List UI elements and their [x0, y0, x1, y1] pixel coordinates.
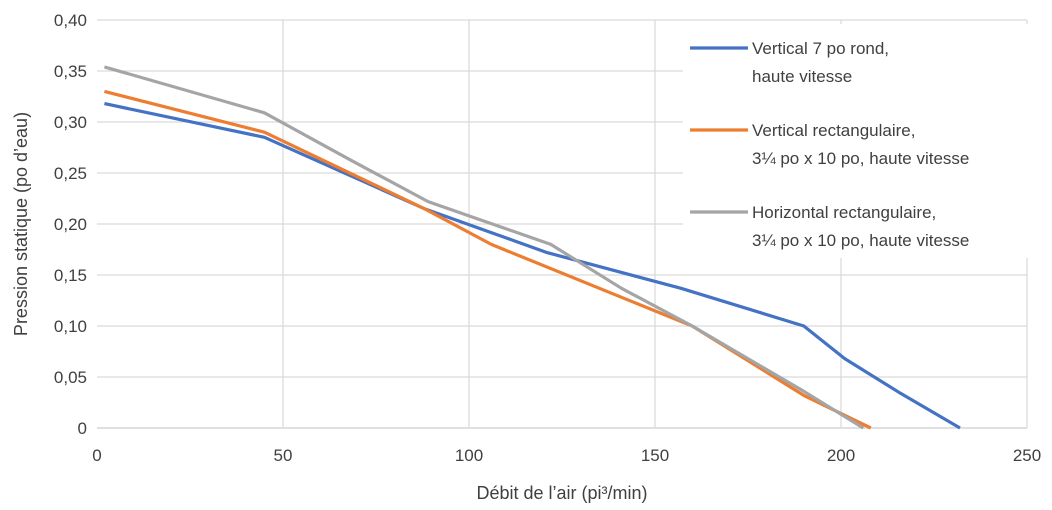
x-tick-label: 100 — [455, 446, 483, 465]
y-tick-label: 0,35 — [54, 62, 87, 81]
legend-label: haute vitesse — [752, 67, 852, 86]
legend-background — [683, 24, 1031, 258]
x-tick-label: 150 — [641, 446, 669, 465]
plot-lines — [103, 65, 961, 430]
x-tick-label: 200 — [827, 446, 855, 465]
legend-entry-1: Vertical 7 po rond, haute vitesse — [690, 39, 889, 86]
y-tick-label: 0 — [78, 419, 87, 438]
x-tick-label: 50 — [274, 446, 293, 465]
legend-label: Horizontal rectangulaire, — [752, 203, 936, 222]
legend: Vertical 7 po rond,haute vitesseVertical… — [683, 24, 1031, 258]
series-line-2 — [104, 89, 872, 430]
legend-entry-3: Horizontal rectangulaire, 3¼ po x 10 po, … — [690, 203, 969, 250]
series-line-3 — [103, 65, 865, 430]
y-axis-title: Pression statique (po d’eau) — [11, 112, 31, 336]
y-tick-label: 0,05 — [54, 368, 87, 387]
x-tick-label: 0 — [92, 446, 101, 465]
y-tick-label: 0,40 — [54, 11, 87, 30]
series-line-1 — [104, 102, 961, 430]
y-tick-label: 0,15 — [54, 266, 87, 285]
legend-label: Vertical 7 po rond, — [752, 39, 889, 58]
y-tick-label: 0,30 — [54, 113, 87, 132]
legend-label: Vertical rectangulaire, — [752, 121, 915, 140]
legend-entry-2: Vertical rectangulaire, 3¼ po x 10 po, ha… — [690, 121, 969, 168]
legend-label: 3¼ po x 10 po, haute vitesse — [752, 149, 969, 168]
y-tick-label: 0,10 — [54, 317, 87, 336]
y-axis-tick-labels: 0 0,05 0,10 0,15 0,20 0,25 0,30 0,35 0,40 — [54, 11, 87, 438]
x-axis-title: Débit de l’air (pi³/min) — [476, 483, 647, 503]
x-axis-tick-labels: 0 50 100 150 200 250 — [92, 446, 1041, 465]
x-tick-label: 250 — [1013, 446, 1041, 465]
y-tick-label: 0,20 — [54, 215, 87, 234]
legend-label: 3¼ po x 10 po, haute vitesse — [752, 231, 969, 250]
y-tick-label: 0,25 — [54, 164, 87, 183]
